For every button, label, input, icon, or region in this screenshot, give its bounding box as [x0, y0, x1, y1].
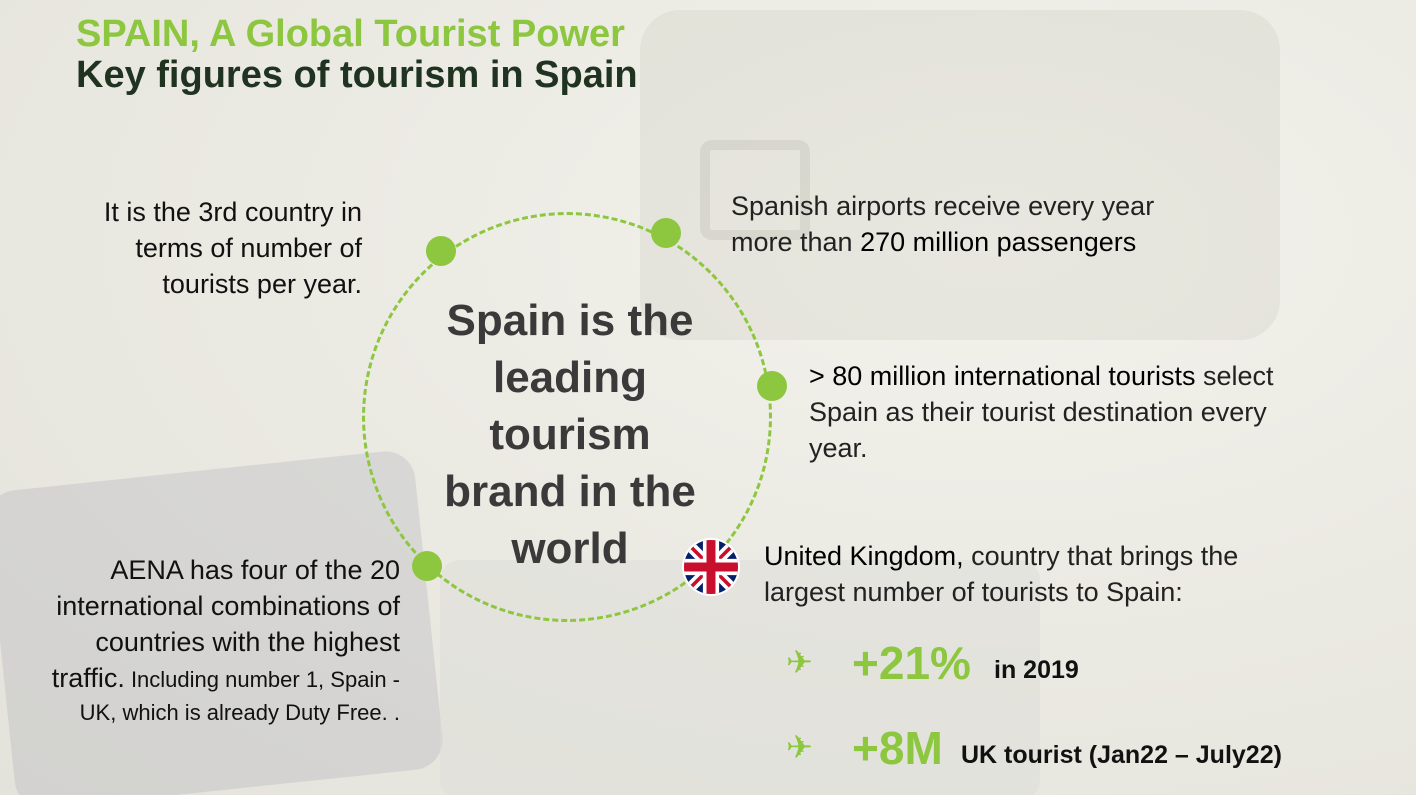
center-line: leading: [492, 353, 648, 402]
fact-line: largest number of tourists to Spain:: [764, 577, 1183, 607]
fact-highlight: > 80 million international tourists: [809, 361, 1196, 391]
airplane-icon: ✈: [786, 729, 813, 765]
fact-highlight: United Kingdom,: [764, 541, 964, 571]
fact-text: country that brings the: [963, 541, 1239, 571]
fact-line: AENA has four of the 20: [110, 555, 400, 585]
ring-dot-top-right: [651, 218, 681, 248]
fact-text: more than: [731, 227, 861, 257]
fact-line: It is the 3rd country in: [103, 197, 362, 227]
uk-flag-icon: [684, 540, 738, 594]
fact-international: > 80 million international tourists sele…: [809, 358, 1369, 466]
slide-subtitle: Key figures of tourism in Spain: [76, 54, 638, 96]
stat-value: +21%: [852, 637, 971, 689]
fact-text: traffic.: [51, 663, 125, 693]
fact-highlight: 270 million passengers: [860, 227, 1137, 257]
center-statement: Spain is the leading tourism brand in th…: [410, 292, 730, 577]
fact-line: more than 270 million passengers: [731, 224, 1331, 260]
fact-ranking: It is the 3rd country in terms of number…: [40, 194, 362, 302]
fact-line: tourists per year.: [162, 269, 362, 299]
stat-value: +8M: [852, 722, 943, 774]
fact-text-small: Including number 1, Spain -: [124, 667, 400, 692]
fact-line: international combinations of: [56, 591, 400, 621]
slide-title: SPAIN, A Global Tourist Power: [76, 13, 625, 55]
fact-line: year.: [809, 433, 868, 463]
fact-line-small: UK, which is already Duty Free. .: [79, 700, 400, 725]
airplane-icon: ✈: [786, 644, 813, 680]
ring-dot-top-left: [426, 236, 456, 266]
fact-line: terms of number of: [135, 233, 362, 263]
center-line: tourism: [489, 410, 651, 459]
fact-text: select: [1195, 361, 1274, 391]
center-line: brand in the: [444, 467, 696, 516]
fact-uk: United Kingdom, country that brings the …: [764, 538, 1384, 610]
fact-line: Spanish airports receive every year: [731, 191, 1155, 221]
ring-dot-bottom-left: [412, 551, 442, 581]
fact-line: United Kingdom, country that brings the: [764, 538, 1384, 574]
fact-airports: Spanish airports receive every year more…: [731, 188, 1331, 260]
fact-line: > 80 million international tourists sele…: [809, 358, 1369, 394]
fact-line: Spain as their tourist destination every: [809, 397, 1267, 427]
stat-label: UK tourist (Jan22 – July22): [961, 741, 1282, 769]
stat-label: in 2019: [994, 656, 1079, 684]
fact-aena: AENA has four of the 20 international co…: [10, 552, 400, 728]
fact-line: traffic. Including number 1, Spain -: [10, 660, 400, 698]
background-suitcase: [640, 10, 1280, 340]
fact-line: countries with the highest: [95, 627, 400, 657]
ring-dot-right: [757, 371, 787, 401]
center-line: world: [511, 524, 629, 573]
dashed-circle: [362, 212, 772, 622]
background-suitcase-latch: [700, 140, 810, 240]
center-line: Spain is the: [446, 296, 694, 345]
